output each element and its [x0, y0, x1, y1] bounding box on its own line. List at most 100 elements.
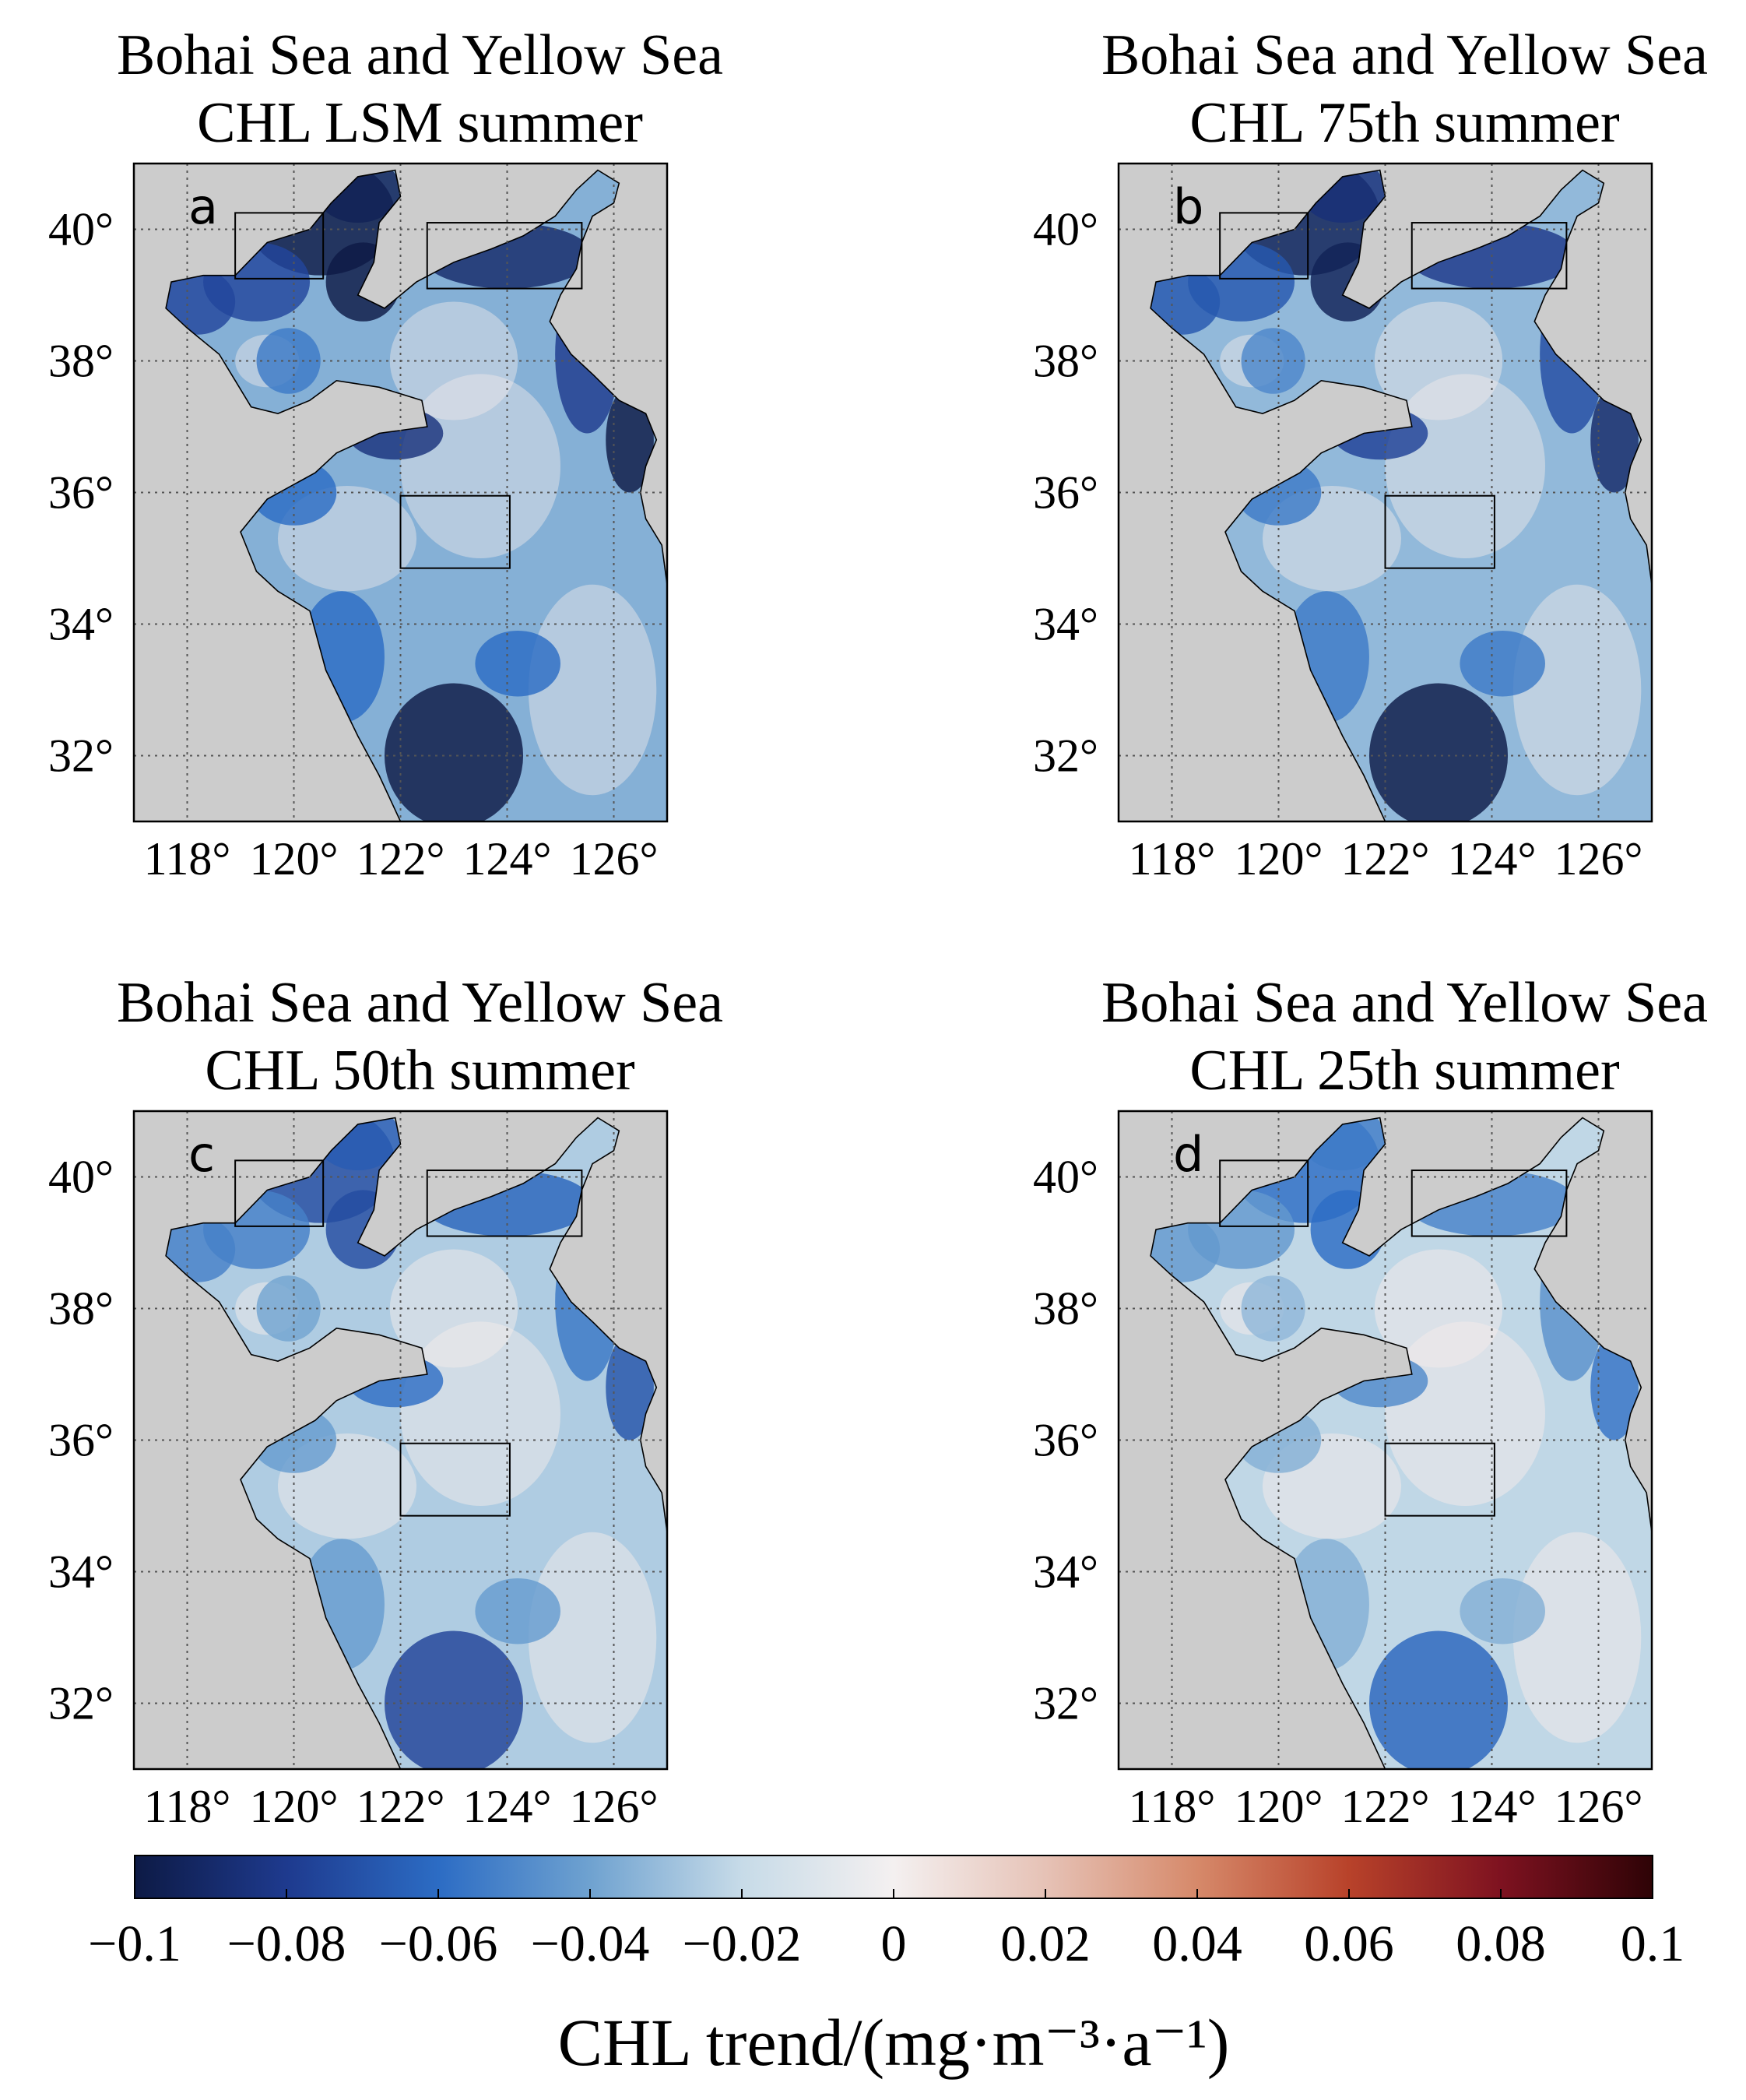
panel-d-pale-patch [1512, 1532, 1642, 1743]
panel-d-lon-tick-label: 124° [1448, 1781, 1537, 1832]
panel-d-title-line1: Bohai Sea and Yellow Sea [1101, 971, 1708, 1035]
panel-c-lat-tick-label: 40° [48, 1152, 114, 1203]
panel-d-pale-patch [1385, 1321, 1545, 1506]
panel-d-lon-tick-label: 126° [1555, 1781, 1643, 1832]
panel-b-lat-tick-label: 38° [1033, 336, 1098, 387]
panel-a-lon-ticks: 118° 120° 122° 124° 126° [144, 833, 659, 885]
panel-b-lon-ticks: 118° 120° 122° 124° 126° [1129, 833, 1643, 885]
panel-a-study-boxes [234, 212, 583, 569]
panel-a-lat-tick-label: 32° [48, 730, 114, 782]
panel-b-pale-patch [1385, 374, 1545, 558]
panel-b-frame [1117, 162, 1653, 823]
panel-d-trend-spot [1460, 1578, 1545, 1644]
panel-d-lon-tick-label: 120° [1235, 1781, 1323, 1832]
panel-d-frame [1117, 1110, 1653, 1771]
panel-d-lat-tick-label: 34° [1033, 1546, 1098, 1598]
panel-c-frame [132, 1110, 669, 1771]
colorbar: −0.1 −0.08 −0.06 −0.04 −0.02 0 0.02 0.04 0.06 0.0… [88, 1855, 1685, 2080]
colorbar-tick-label: −0.06 [379, 1915, 498, 1972]
colorbar-tick-label: 0.1 [1621, 1915, 1685, 1972]
panel-c-lon-tick-label: 124° [463, 1781, 552, 1832]
panel-a-lon-tick-label: 126° [570, 833, 659, 885]
panel-c-study-boxes [234, 1159, 583, 1517]
panel-d-title-line2: CHL 25th summer [1189, 1039, 1619, 1103]
panel-d-trend-spot [1151, 1216, 1221, 1282]
panel-b-trend-spot [1151, 269, 1221, 335]
panel-a-box-bohai-west [234, 212, 325, 280]
panel-b-pale-patch [1374, 301, 1503, 420]
colorbar-tick-label: 0.04 [1152, 1915, 1242, 1972]
colorbar-tick-label: −0.1 [88, 1915, 181, 1972]
panel-b-lon-tick-label: 118° [1129, 833, 1216, 885]
panel-d-lat-tick-label: 32° [1033, 1678, 1098, 1729]
panel-c-trend-spot [166, 1216, 236, 1282]
map-panel-b: Bohai Sea and Yellow Sea CHL 75th summer… [1033, 23, 1708, 885]
panel-a-title-line2: CHL LSM summer [197, 91, 643, 155]
panel-a-pale-patch [389, 301, 518, 420]
panel-b-lat-tick-label: 36° [1033, 467, 1098, 519]
panel-c-pale-patch [400, 1321, 560, 1506]
colorbar-tick-label: 0.08 [1456, 1915, 1546, 1972]
panel-a-trend-spot [166, 269, 236, 335]
panel-b-title-line2: CHL 75th summer [1189, 91, 1619, 155]
panel-b-lat-ticks: 40° 38° 36° 34° 32° [1033, 204, 1098, 782]
panel-c-trend-spot [475, 1578, 560, 1644]
colorbar-tick-label: 0 [881, 1915, 907, 1972]
panel-d-study-boxes [1219, 1159, 1568, 1517]
panel-c-gridlines [134, 1111, 668, 1770]
panel-a-pale-patch [528, 584, 657, 796]
panel-c-pale-patch [528, 1532, 657, 1743]
panel-d-trend-spot [1590, 1335, 1639, 1440]
panel-b-label: b [1173, 178, 1203, 235]
panel-c-lon-tick-label: 126° [570, 1781, 659, 1832]
panel-a-pale-patch [400, 374, 560, 558]
panel-c-lon-tick-label: 122° [357, 1781, 445, 1832]
panel-a-gridlines [134, 164, 668, 822]
panel-c-coastline [165, 1117, 668, 1770]
panel-b-box-north-yellow-sea [1411, 222, 1568, 290]
panel-c-title-line2: CHL 50th summer [205, 1039, 634, 1103]
panel-c-lat-tick-label: 32° [48, 1678, 114, 1729]
panel-b-lon-tick-label: 120° [1235, 833, 1323, 885]
panel-d-lat-tick-label: 36° [1033, 1415, 1098, 1466]
colorbar-tick-label: 0.06 [1304, 1915, 1394, 1972]
panel-b-trend-spot [1368, 683, 1509, 821]
colorbar-ticks: −0.1 −0.08 −0.06 −0.04 −0.02 0 0.02 0.04 0.06 0.0… [88, 1889, 1685, 1972]
panel-b-lat-tick-label: 40° [1033, 204, 1098, 255]
panel-c-trend-spot [606, 1335, 654, 1440]
panel-d-lat-ticks: 40° 38° 36° 34° 32° [1033, 1152, 1098, 1729]
panel-d-pale-patch [1374, 1249, 1503, 1368]
panel-a-lon-tick-label: 120° [250, 833, 339, 885]
panel-d-lat-tick-label: 40° [1033, 1152, 1098, 1203]
panel-b-trend-spot [1590, 387, 1639, 493]
panel-d-gridlines [1119, 1111, 1653, 1770]
map-panel-a: Bohai Sea and Yellow Sea CHL LSM summer … [48, 23, 723, 885]
panel-d-lon-ticks: 118° 120° 122° 124° 126° [1129, 1781, 1643, 1832]
panel-a-coastline [165, 169, 668, 822]
panel-a-title-line1: Bohai Sea and Yellow Sea [117, 23, 723, 87]
panel-a-frame [132, 162, 669, 823]
panel-b-lon-tick-label: 126° [1555, 833, 1643, 885]
panel-a-lat-tick-label: 34° [48, 599, 114, 650]
panel-b-lat-tick-label: 32° [1033, 730, 1098, 782]
panel-b-lat-tick-label: 34° [1033, 599, 1098, 650]
panel-d-label: d [1173, 1126, 1203, 1183]
panel-b-study-boxes [1219, 212, 1568, 569]
map-panel-c: Bohai Sea and Yellow Sea CHL 50th summer… [48, 971, 723, 1832]
panel-a-trend-spot [606, 387, 654, 493]
panel-c-box-central-yellow-sea [399, 1442, 511, 1517]
panel-d-box-bohai-west [1219, 1159, 1309, 1227]
panel-c-pale-patch [389, 1249, 518, 1368]
panel-d-lat-tick-label: 38° [1033, 1283, 1098, 1335]
panel-c-lat-tick-label: 36° [48, 1415, 114, 1466]
panel-c-title-line1: Bohai Sea and Yellow Sea [117, 971, 723, 1035]
panel-a-label: a [188, 178, 218, 235]
panel-a-lat-tick-label: 38° [48, 336, 114, 387]
panel-b-pale-patch [1512, 584, 1642, 796]
colorbar-tick-label: −0.08 [227, 1915, 346, 1972]
panel-a-lat-tick-label: 40° [48, 204, 114, 255]
panel-c-lon-tick-label: 120° [250, 1781, 339, 1832]
colorbar-tick-label: 0.02 [1000, 1915, 1091, 1972]
colorbar-label: CHL trend/(mg·m⁻³·a⁻¹) [558, 2005, 1230, 2080]
